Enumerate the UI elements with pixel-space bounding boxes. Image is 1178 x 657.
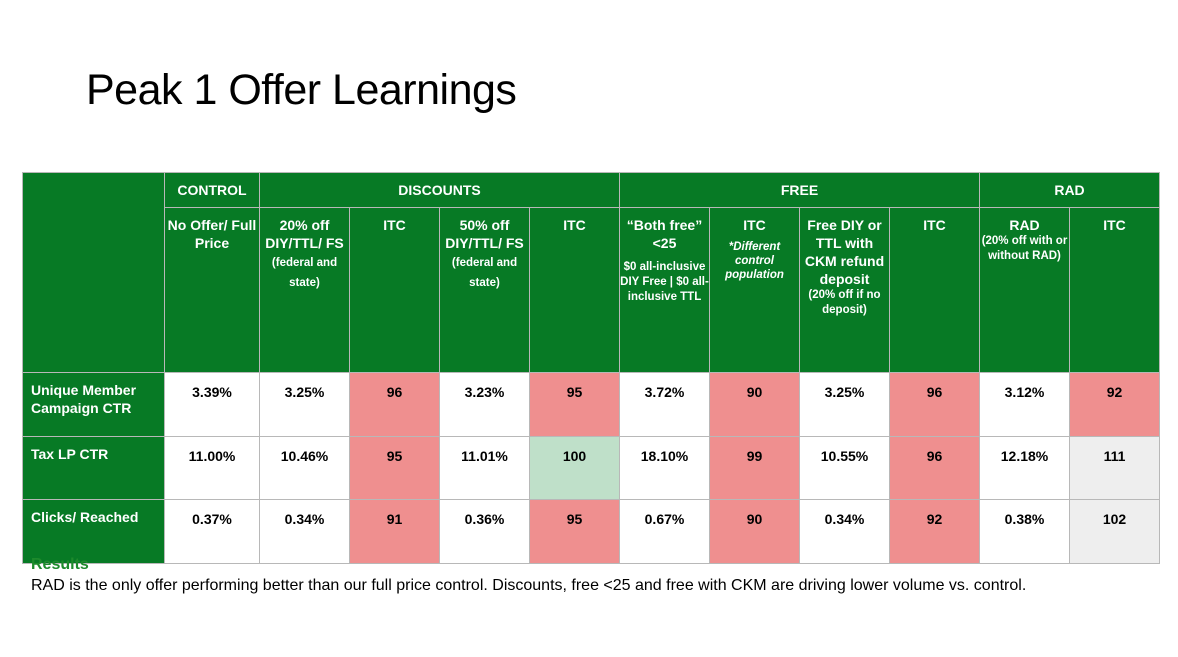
col-header-both-free: “Both free” <25 $0 all-inclusive DIY Fre… — [619, 207, 710, 373]
col-header-itc-4: ITC — [889, 207, 980, 373]
table-row: Unique Member Campaign CTR 3.39% 3.25% 9… — [22, 372, 1160, 437]
col-header-rad: RAD (20% off with or without RAD) — [979, 207, 1070, 373]
row-label: Tax LP CTR — [22, 436, 165, 500]
table-cell: 18.10% — [619, 436, 710, 500]
index-cell: 100 — [529, 436, 620, 500]
table-cell: 0.67% — [619, 499, 710, 564]
index-cell: 95 — [349, 436, 440, 500]
index-cell: 92 — [1069, 372, 1160, 437]
index-cell: 95 — [529, 372, 620, 437]
table-cell: 12.18% — [979, 436, 1070, 500]
row-label: Unique Member Campaign CTR — [22, 372, 165, 437]
col-header-20-off: 20% off DIY/TTL/ FS (federal and state) — [259, 207, 350, 373]
table-cell: 10.55% — [799, 436, 890, 500]
table-cell: 0.34% — [799, 499, 890, 564]
col-header-50-off: 50% off DIY/TTL/ FS (federal and state) — [439, 207, 530, 373]
row-label: Clicks/ Reached — [22, 499, 165, 564]
group-discounts: DISCOUNTS — [259, 172, 620, 208]
page-title: Peak 1 Offer Learnings — [86, 66, 517, 114]
index-cell: 92 — [889, 499, 980, 564]
col-header-itc-3: ITC *Different control population — [709, 207, 800, 373]
table-cell: 3.25% — [259, 372, 350, 437]
index-cell: 99 — [709, 436, 800, 500]
table-cell: 10.46% — [259, 436, 350, 500]
table-cell: 11.00% — [164, 436, 260, 500]
index-cell: 95 — [529, 499, 620, 564]
group-header-row: CONTROL DISCOUNTS FREE RAD — [22, 172, 1160, 373]
table-cell: 3.25% — [799, 372, 890, 437]
table-row: Clicks/ Reached 0.37% 0.34% 91 0.36% 95 … — [22, 499, 1160, 564]
table-cell: 0.34% — [259, 499, 350, 564]
table-row: Tax LP CTR 11.00% 10.46% 95 11.01% 100 1… — [22, 436, 1160, 500]
table-cell: 3.72% — [619, 372, 710, 437]
offer-learnings-table: CONTROL DISCOUNTS FREE RAD No Offer/ Ful… — [22, 172, 1160, 564]
index-cell: 90 — [709, 499, 800, 564]
index-cell: 96 — [349, 372, 440, 437]
col-header-itc-1: ITC — [349, 207, 440, 373]
index-cell: 90 — [709, 372, 800, 437]
col-header-no-offer: No Offer/ Full Price — [164, 207, 260, 373]
results-text: RAD is the only offer performing better … — [31, 577, 1027, 594]
col-header-itc-2: ITC — [529, 207, 620, 373]
table-cell: 11.01% — [439, 436, 530, 500]
results-heading: Results — [31, 556, 89, 573]
table-cell: 0.36% — [439, 499, 530, 564]
table-cell: 0.37% — [164, 499, 260, 564]
table-cell: 3.23% — [439, 372, 530, 437]
corner-cell — [22, 172, 165, 373]
group-free: FREE — [619, 172, 980, 208]
table-cell: 3.12% — [979, 372, 1070, 437]
col-header-free-ckm: Free DIY or TTL with CKM refund deposit … — [799, 207, 890, 373]
group-rad: RAD — [979, 172, 1160, 208]
index-cell: 111 — [1069, 436, 1160, 500]
index-cell: 91 — [349, 499, 440, 564]
index-cell: 96 — [889, 372, 980, 437]
col-header-itc-5: ITC — [1069, 207, 1160, 373]
index-cell: 96 — [889, 436, 980, 500]
table-cell: 3.39% — [164, 372, 260, 437]
group-control: CONTROL — [164, 172, 260, 208]
table-cell: 0.38% — [979, 499, 1070, 564]
column-header-row: No Offer/ Full Price 20% off DIY/TTL/ FS… — [23, 207, 1160, 373]
index-cell: 102 — [1069, 499, 1160, 564]
